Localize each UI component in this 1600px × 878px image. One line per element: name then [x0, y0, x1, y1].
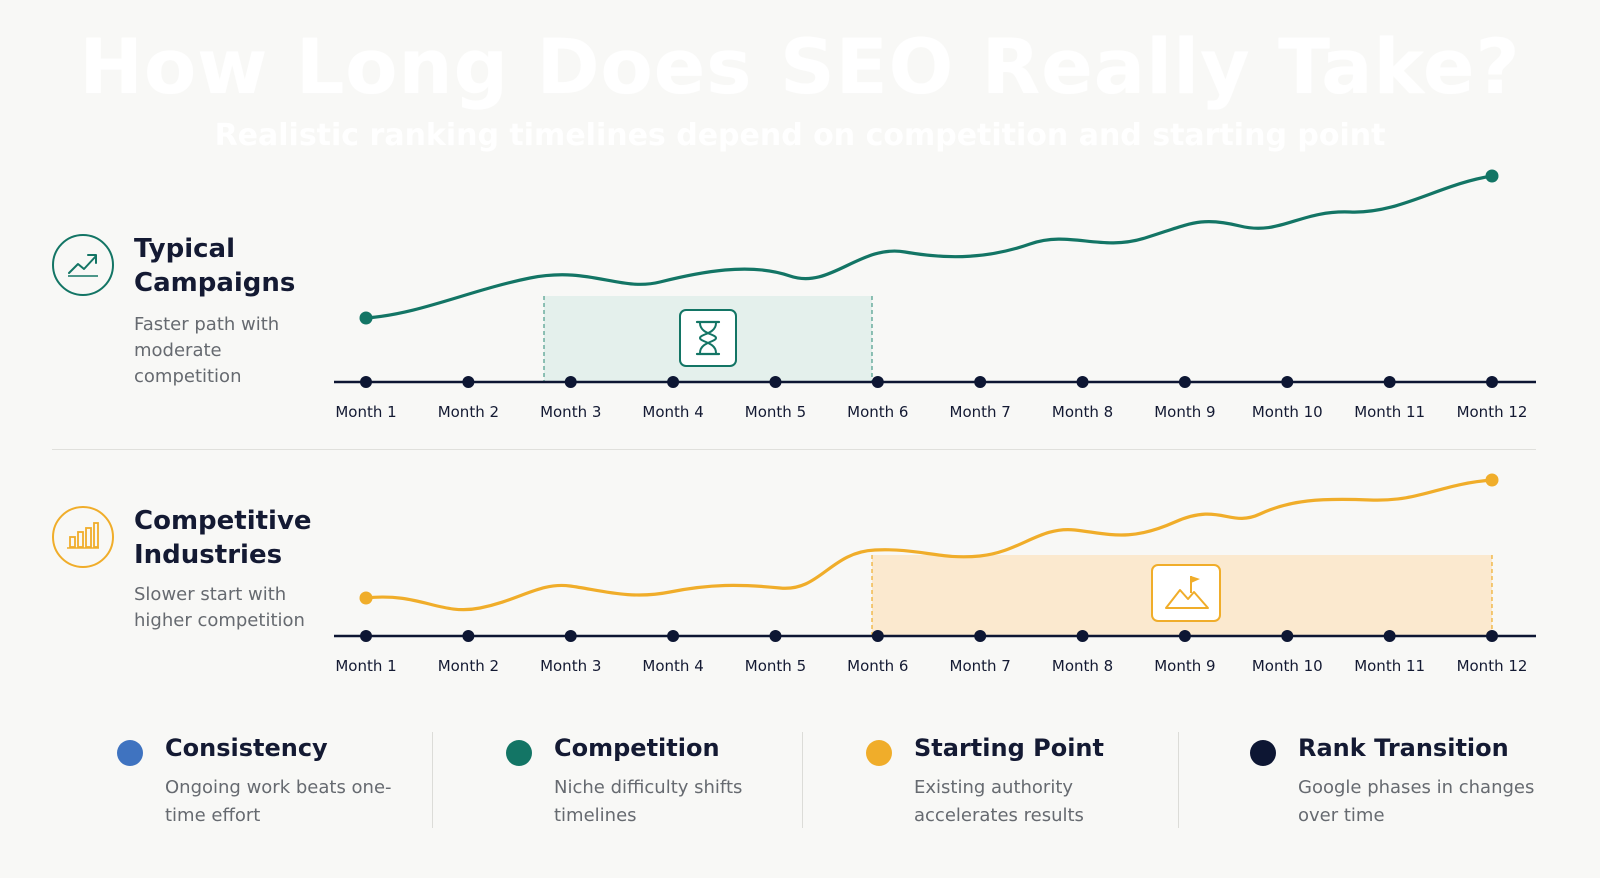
row-divider — [52, 449, 1536, 450]
month-label-competitive-12: Month 12 — [1457, 657, 1528, 675]
month-label-typical-3: Month 3 — [540, 403, 601, 421]
month-label-typical-10: Month 10 — [1252, 403, 1323, 421]
month-dot-typical-11 — [1383, 376, 1396, 388]
legend-dot-starting-point — [866, 740, 892, 766]
month-label-competitive-6: Month 6 — [847, 657, 908, 675]
month-label-competitive-9: Month 9 — [1154, 657, 1215, 675]
legend-dot-rank-transition — [1250, 740, 1276, 766]
month-label-competitive-1: Month 1 — [335, 657, 396, 675]
month-dot-competitive-2 — [462, 630, 475, 642]
legend-description: Ongoing work beats one-time effort — [165, 777, 392, 826]
legend-title: Starting Point — [914, 734, 1104, 762]
mountain-flag-icon — [1151, 564, 1221, 622]
month-label-competitive-5: Month 5 — [745, 657, 806, 675]
month-dot-typical-3 — [564, 376, 577, 388]
row-title-typical: Typical Campaigns — [134, 234, 296, 298]
month-label-typical-11: Month 11 — [1354, 403, 1425, 421]
growth-curve-competitive — [364, 478, 1494, 612]
legend-description: Existing authority accelerates results — [914, 777, 1084, 826]
row-icon-typical — [52, 234, 114, 296]
month-label-competitive-2: Month 2 — [438, 657, 499, 675]
legend-description: Google phases in changes over time — [1298, 777, 1535, 826]
month-dot-typical-9 — [1178, 376, 1191, 388]
row-icon-competitive — [52, 506, 114, 568]
month-dot-competitive-4 — [667, 630, 680, 642]
bar-chart-icon — [66, 520, 100, 554]
month-dot-competitive-7 — [974, 630, 987, 642]
row-desc-typical: Faster path with moderate competition — [134, 314, 280, 387]
axis-month-dots-competitive — [360, 630, 1498, 642]
row-title-competitive: Competitive Industries — [134, 506, 312, 570]
curve-end-dot-competitive — [1485, 473, 1499, 487]
month-label-typical-7: Month 7 — [950, 403, 1011, 421]
month-label-competitive-3: Month 3 — [540, 657, 601, 675]
month-label-competitive-8: Month 8 — [1052, 657, 1113, 675]
legend-separator — [802, 732, 803, 828]
legend-description: Niche difficulty shifts timelines — [554, 777, 743, 826]
month-dot-competitive-9 — [1178, 630, 1191, 642]
month-label-competitive-4: Month 4 — [642, 657, 703, 675]
month-dot-competitive-8 — [1076, 630, 1089, 642]
month-label-typical-8: Month 8 — [1052, 403, 1113, 421]
month-dot-typical-2 — [462, 376, 475, 388]
curve-end-dot-typical — [1485, 169, 1499, 183]
month-label-typical-4: Month 4 — [642, 403, 703, 421]
month-label-typical-6: Month 6 — [847, 403, 908, 421]
month-dot-typical-6 — [871, 376, 884, 388]
curve-start-dot-typical — [359, 311, 373, 325]
page-subtitle: Realistic ranking timelines depend on co… — [214, 118, 1386, 153]
month-dot-competitive-12 — [1486, 630, 1498, 642]
row-desc-competitive: Slower start with higher competition — [134, 584, 305, 631]
legend-separator — [1178, 732, 1179, 828]
month-dot-typical-10 — [1281, 376, 1294, 388]
axis-month-labels-typical: Month 1 Month 2 Month 3 Month 4 Month 5 Month… — [335, 403, 1527, 421]
legend-title: Consistency — [165, 734, 328, 762]
month-dot-typical-5 — [769, 376, 782, 388]
legend-title: Competition — [554, 734, 720, 762]
month-dot-typical-7 — [974, 376, 987, 388]
axis-month-dots-typical — [360, 376, 1498, 388]
page-title: How Long Does SEO Really Take? — [79, 22, 1521, 111]
trend-up-icon — [66, 249, 100, 281]
growth-curve-typical — [364, 174, 1494, 320]
month-dot-competitive-6 — [871, 630, 884, 642]
axis-month-labels-competitive: Month 1 Month 2 Month 3 Month 4 Month 5 Month… — [335, 657, 1527, 675]
month-label-typical-9: Month 9 — [1154, 403, 1215, 421]
month-label-competitive-7: Month 7 — [950, 657, 1011, 675]
month-dot-typical-4 — [667, 376, 680, 388]
month-label-competitive-11: Month 11 — [1354, 657, 1425, 675]
month-label-typical-5: Month 5 — [745, 403, 806, 421]
month-dot-competitive-5 — [769, 630, 782, 642]
month-dot-competitive-10 — [1281, 630, 1294, 642]
hourglass-icon — [679, 309, 737, 367]
legend-dot-consistency — [117, 740, 143, 766]
legend-separator — [432, 732, 433, 828]
month-dot-competitive-3 — [564, 630, 577, 642]
curve-start-dot-competitive — [359, 591, 373, 605]
month-label-typical-2: Month 2 — [438, 403, 499, 421]
month-dot-typical-12 — [1486, 376, 1498, 388]
month-label-typical-12: Month 12 — [1457, 403, 1528, 421]
month-dot-competitive-11 — [1383, 630, 1396, 642]
legend-title: Rank Transition — [1298, 734, 1509, 762]
month-dot-typical-8 — [1076, 376, 1089, 388]
timeline-diagram: Month 1 Month 2 Month 3 Month 4 Month 5 Month… — [334, 169, 1536, 675]
month-label-competitive-10: Month 10 — [1252, 657, 1323, 675]
month-label-typical-1: Month 1 — [335, 403, 396, 421]
month-dot-typical-1 — [360, 376, 372, 388]
month-dot-competitive-1 — [360, 630, 372, 642]
legend-dot-competition — [506, 740, 532, 766]
